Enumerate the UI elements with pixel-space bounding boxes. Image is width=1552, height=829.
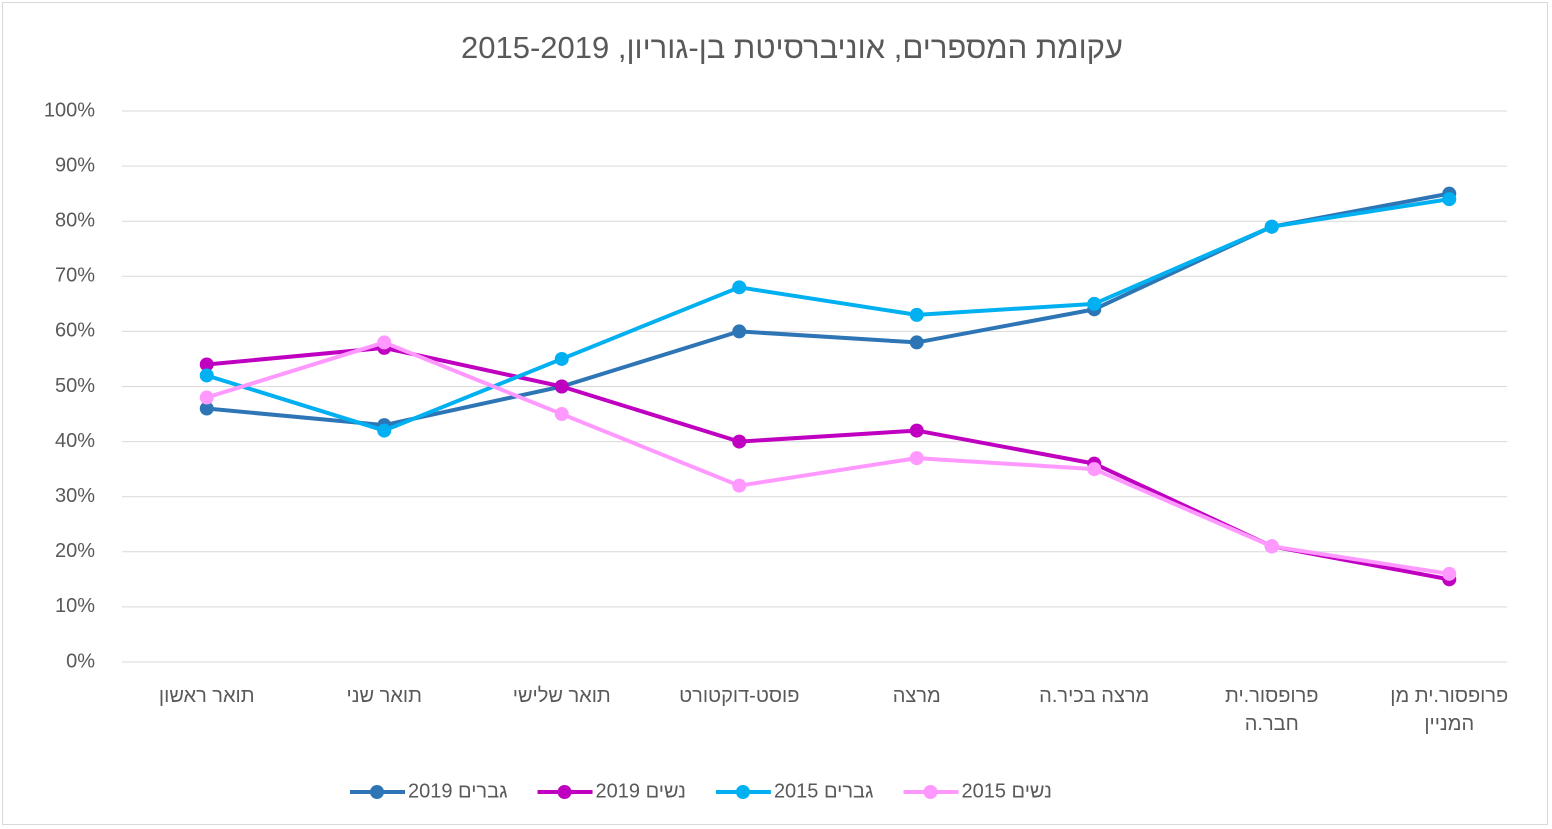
- y-tick-label: 30%: [55, 485, 95, 507]
- y-tick-label: 70%: [55, 265, 95, 287]
- legend-marker: [923, 785, 938, 799]
- data-point: [199, 401, 214, 416]
- y-tick-label: 50%: [55, 375, 95, 397]
- x-tick-label: תואר ראשון: [158, 685, 255, 707]
- data-point: [554, 407, 569, 422]
- legend-label: נשים 2015: [961, 780, 1051, 802]
- y-tick-label: 100%: [44, 99, 95, 121]
- data-point: [909, 335, 924, 350]
- data-point: [1087, 462, 1102, 477]
- data-point: [1442, 192, 1457, 207]
- y-tick-label: 40%: [55, 430, 95, 452]
- y-tick-label: 20%: [55, 540, 95, 562]
- data-point: [1264, 539, 1279, 554]
- legend-label: גברים 2015: [774, 780, 874, 802]
- y-tick-label: 0%: [66, 650, 95, 672]
- data-point: [1264, 219, 1279, 234]
- data-point: [909, 423, 924, 438]
- data-point: [732, 434, 747, 449]
- y-tick-label: 60%: [55, 320, 95, 342]
- y-tick-label: 10%: [55, 595, 95, 617]
- data-point: [377, 335, 392, 350]
- legend-label: גברים 2019: [408, 780, 508, 802]
- legend-label: נשים 2019: [596, 780, 686, 802]
- chart-title: עקומת המספרים, אוניברסיטת בן-גוריון, 201…: [461, 30, 1123, 65]
- data-point: [1087, 296, 1102, 311]
- series-line: [206, 197, 1450, 433]
- data-point: [909, 307, 924, 322]
- y-tick-label: 90%: [55, 154, 95, 176]
- legend-marker: [735, 785, 750, 799]
- x-tick-label: פוסט-דוקטורט: [679, 685, 800, 707]
- x-tick-label: מרצה בכיר.ה: [1039, 685, 1150, 707]
- data-point: [199, 390, 214, 405]
- x-tick-label: פרופסור.ית חבר.ה: [1225, 685, 1319, 735]
- x-tick-label: מרצה: [892, 685, 941, 707]
- data-point: [377, 423, 392, 438]
- data-point: [732, 324, 747, 339]
- series-line: [206, 340, 1450, 576]
- data-point: [1442, 566, 1457, 581]
- data-point: [909, 451, 924, 466]
- x-tick-label: תואר שלישי: [512, 685, 611, 707]
- data-point: [199, 357, 214, 372]
- legend-item: גברים 2015: [715, 780, 874, 802]
- y-tick-label: 80%: [55, 209, 95, 231]
- legend-item: גברים 2019: [350, 780, 508, 802]
- legend-item: נשים 2019: [537, 780, 686, 802]
- x-tick-label: תואר שני: [346, 685, 422, 707]
- legend-marker: [557, 785, 572, 799]
- legend-marker: [370, 785, 384, 799]
- data-point: [199, 368, 214, 383]
- data-point: [554, 351, 569, 366]
- series-line: [206, 191, 1450, 428]
- data-point: [732, 280, 747, 295]
- x-tick-label: פרופסור.ית מן המניין: [1390, 685, 1509, 735]
- data-point: [732, 478, 747, 493]
- series-line: [206, 345, 1450, 582]
- legend-item: נשים 2015: [903, 780, 1052, 802]
- data-point: [554, 379, 569, 394]
